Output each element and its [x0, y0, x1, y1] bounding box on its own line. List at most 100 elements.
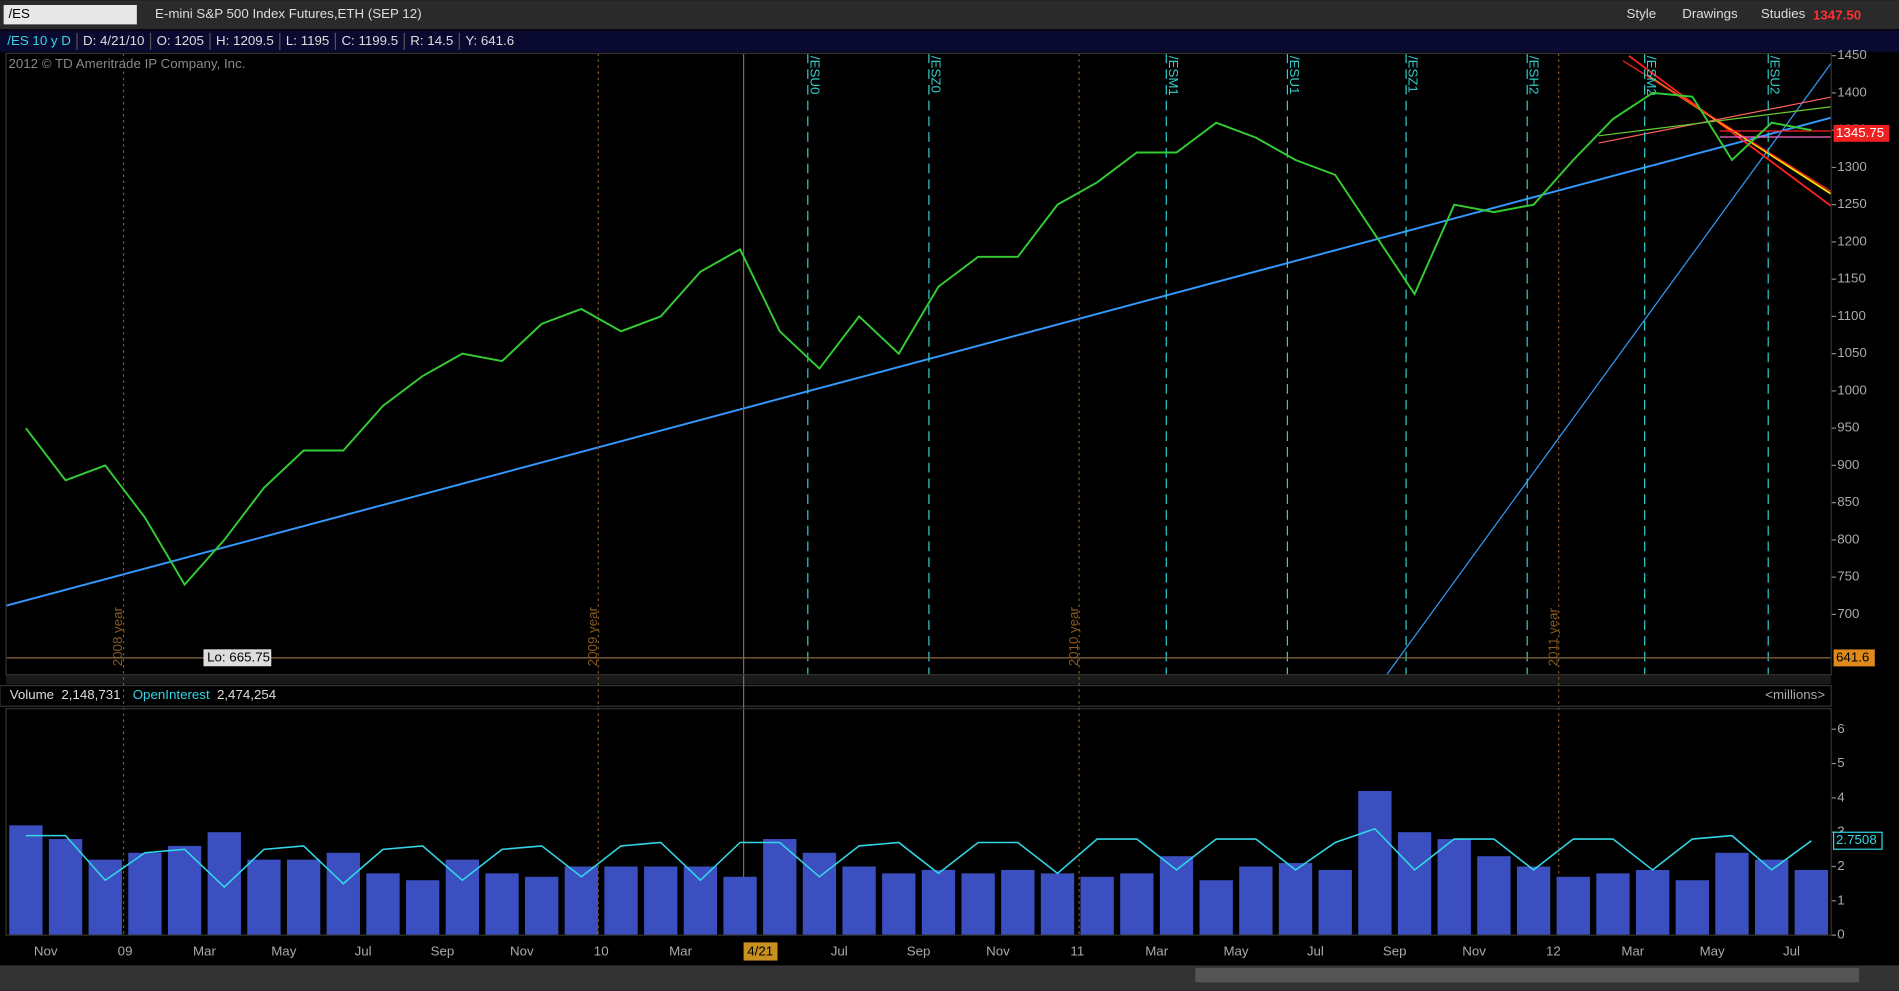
x-tick-label: Jul	[1783, 944, 1800, 959]
expiry-label: /ESU0	[807, 56, 822, 94]
info-field: O: 1205	[157, 33, 204, 48]
expiry-label: /ESM2	[1644, 56, 1659, 96]
symbol: /ES	[8, 6, 30, 21]
expiry-label: /ESZ1	[1406, 56, 1421, 93]
cursor-date: 4/21	[747, 944, 773, 959]
legend-name: OpenInterest	[133, 687, 210, 702]
volume-bar	[167, 845, 202, 936]
volume-bar	[1001, 869, 1035, 936]
y-tick-label: 1450	[1837, 47, 1867, 62]
y-tick-label: 1200	[1837, 233, 1867, 248]
volume-bar	[88, 859, 122, 936]
low-label: Lo: 665.75	[207, 649, 270, 664]
volume-bar	[405, 880, 440, 936]
trend-line	[1386, 62, 1832, 676]
x-tick-label: 11	[1070, 944, 1084, 959]
y-tick-label: 1	[1837, 892, 1844, 907]
low-box	[203, 649, 272, 667]
info-field: C: 1199.5	[341, 33, 398, 48]
oi-label: 2.7508	[1836, 832, 1877, 847]
y-tick-label: 3	[1837, 824, 1844, 839]
drawings-button[interactable]: Drawings	[1682, 6, 1738, 21]
x-tick-label: Jul	[831, 944, 848, 959]
trend-line	[1598, 96, 1832, 144]
cursor-date-box	[743, 942, 778, 961]
volume-bar	[1715, 852, 1749, 936]
volume-bar	[723, 876, 757, 936]
y-tick-label: 950	[1837, 420, 1859, 435]
volume-bar	[921, 869, 956, 936]
expiry-label: /ESU1	[1287, 56, 1302, 94]
trend-line	[1622, 60, 1832, 193]
x-tick-label: Nov	[986, 944, 1010, 959]
copyright: 2012 © TD Ameritrade IP Company, Inc.	[8, 56, 245, 71]
volume-bar	[366, 873, 400, 936]
x-tick-label: May	[271, 944, 296, 959]
volume-bar	[1754, 859, 1789, 936]
trend-lines	[5, 55, 1832, 676]
volume-bar	[1040, 873, 1075, 936]
volume-bar	[247, 859, 281, 936]
volume-bar	[763, 839, 797, 936]
x-tick-label: May	[1223, 944, 1248, 959]
volume-bar	[961, 873, 995, 936]
legend-name: Volume	[10, 687, 54, 702]
trend-line	[1598, 106, 1832, 137]
x-tick-label: Sep	[1383, 944, 1407, 959]
expiry-label: /ESM1	[1166, 56, 1181, 96]
oi-box	[1832, 831, 1883, 850]
unit-label: <millions>	[1765, 687, 1825, 702]
volume-bar	[1675, 880, 1709, 936]
y-tick-label: 6	[1837, 721, 1844, 736]
x-tick-label: Nov	[510, 944, 534, 959]
volume-bar	[564, 866, 599, 936]
volume-bar	[1397, 832, 1432, 936]
y-tick-label: 5	[1837, 755, 1844, 770]
y-tick-label: 1300	[1837, 159, 1867, 174]
instrument: E-mini S&P 500 Index Futures,ETH (SEP 12…	[155, 6, 422, 21]
expiry-label: /ESU2	[1768, 56, 1783, 94]
volume-bar	[842, 866, 876, 936]
volume-bar	[48, 839, 83, 936]
volume-bar	[644, 866, 678, 936]
scroll-thumb[interactable]	[1195, 967, 1860, 983]
symbol-box[interactable]	[3, 5, 137, 25]
cursor-y-label: 641.6	[1836, 649, 1869, 664]
x-tick-label: Nov	[1462, 944, 1486, 959]
volume-bar	[683, 866, 718, 936]
price-panel	[5, 52, 1832, 676]
volume-bar	[9, 825, 43, 936]
volume-bar	[1080, 876, 1114, 936]
volume-bar	[1358, 791, 1392, 936]
info-field: H: 1209.5	[216, 33, 274, 48]
volume-bar	[1199, 880, 1233, 936]
x-tick-label: May	[1700, 944, 1725, 959]
year-label: 2009 year	[585, 606, 600, 666]
y-tick-label: 0	[1837, 927, 1844, 942]
volume-bar	[326, 852, 360, 936]
volume-bar	[1596, 873, 1630, 936]
x-tick-label: 10	[594, 944, 609, 959]
year-label: 2011 year	[1545, 607, 1560, 666]
y-tick-label: 1050	[1837, 345, 1867, 360]
info-field: L: 1195	[286, 33, 329, 48]
volume-bar	[1516, 866, 1551, 936]
volume-bar	[1120, 873, 1154, 936]
volume-bar	[1278, 863, 1313, 936]
expiry-label: /ESZ0	[928, 56, 943, 93]
volume-bar	[207, 832, 241, 936]
legend-value: 2,474,254	[217, 687, 277, 702]
trend-line	[5, 116, 1832, 607]
style-button[interactable]: Style	[1627, 6, 1657, 21]
studies-button[interactable]: Studies	[1761, 6, 1806, 21]
y-tick-label: 1000	[1837, 382, 1867, 397]
y-tick-label: 800	[1837, 531, 1859, 546]
volume-bar	[1556, 876, 1590, 936]
study-header	[0, 685, 1832, 707]
info-field: R: 14.5	[410, 33, 453, 48]
y-tick-label: 1150	[1837, 271, 1866, 286]
cursor-y-box	[1833, 649, 1875, 667]
volume-bar	[1794, 869, 1829, 936]
info-field: D: 4/21/10	[83, 33, 144, 48]
